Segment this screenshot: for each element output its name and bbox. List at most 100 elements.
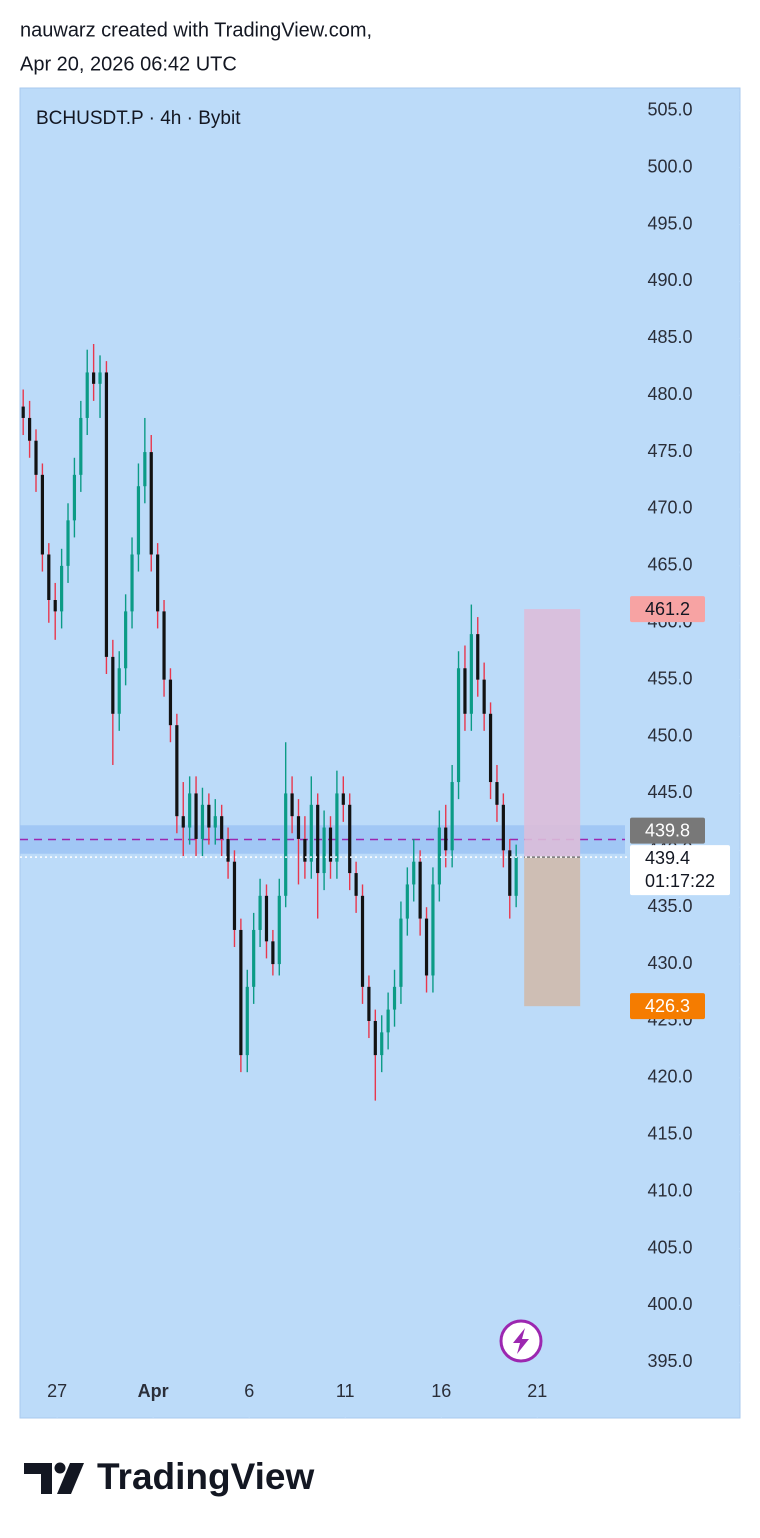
candle-body (156, 554, 160, 612)
x-tick-label: 6 (244, 1381, 254, 1401)
y-tick-label: 470.0 (647, 498, 692, 518)
overlay: 461.2 426.3 439.8 439.4 01:17:22 (20, 596, 730, 1020)
candle-body (194, 793, 198, 839)
plot-area: 505.0 500.0 495.0 490.0 485.0 480.0 475.0 470.0… (20, 100, 740, 1371)
zone-label: 439.8 (645, 820, 690, 840)
candle-body (316, 804, 320, 874)
target-label-bg (630, 993, 705, 1020)
candle-body (124, 611, 128, 669)
candle-body (28, 417, 32, 441)
candle-body (405, 884, 409, 919)
candle-body (418, 861, 422, 919)
x-tick-label: 27 (47, 1381, 67, 1401)
candle-body (508, 850, 512, 896)
candle-body (488, 713, 493, 783)
candle-body (149, 452, 153, 555)
y-tick-label: 435.0 (647, 896, 692, 916)
candle-body (143, 452, 147, 487)
candle-body (117, 668, 121, 714)
y-tick-label: 500.0 (647, 156, 692, 176)
y-tick-label: 485.0 (647, 327, 692, 347)
candle-body (92, 372, 96, 384)
candle-body (98, 372, 102, 384)
candle-body (188, 793, 192, 828)
y-tick-label: 415.0 (647, 1124, 692, 1144)
x-tick-label: 21 (527, 1381, 547, 1401)
zone-label-bg (630, 817, 705, 844)
candle-body (514, 857, 518, 896)
candle-body (335, 793, 339, 862)
candle-body (104, 372, 109, 657)
candle-body (360, 895, 365, 987)
stop-label-bg (630, 596, 705, 623)
y-tick-label: 475.0 (647, 441, 692, 461)
x-tick-label: Apr (138, 1381, 169, 1401)
candle-body (258, 895, 262, 930)
tradingview-logo: TradingView (24, 1456, 314, 1497)
candle-body (239, 929, 243, 1056)
candle-body (136, 486, 141, 555)
candle-body (341, 793, 345, 805)
candle-body (501, 804, 505, 851)
y-tick-label: 490.0 (647, 270, 692, 290)
y-tick-label: 450.0 (647, 725, 692, 745)
candle-body (482, 679, 486, 714)
candle-body (392, 986, 397, 1010)
candle-body (111, 656, 115, 714)
candle-body (53, 600, 57, 612)
candle-body (226, 838, 230, 862)
y-tick-label: 395.0 (647, 1351, 692, 1371)
candle-body (72, 474, 77, 521)
candle-body (354, 873, 358, 896)
y-tick-label: 420.0 (647, 1067, 692, 1087)
candle-body (456, 668, 461, 783)
author-line: nauwarz created with TradingView.com, (20, 19, 372, 41)
candle-body (380, 1032, 384, 1056)
lightning-icon[interactable] (499, 1319, 543, 1363)
candle-body (386, 1009, 390, 1033)
y-tick-label: 405.0 (647, 1237, 692, 1257)
y-tick-label: 455.0 (647, 668, 692, 688)
candle-body (40, 474, 45, 555)
stop-area (524, 609, 581, 858)
candle-body (181, 816, 185, 828)
candle-body (47, 554, 51, 600)
candle-body (60, 565, 64, 612)
y-tick-label: 465.0 (647, 555, 692, 575)
candle-body (220, 816, 224, 839)
candle-body (424, 918, 429, 976)
y-tick-label: 480.0 (647, 384, 692, 404)
candle-body (450, 782, 454, 851)
candle-body (162, 611, 166, 680)
y-tick-label: 400.0 (647, 1294, 692, 1314)
candle-body (303, 838, 307, 862)
candle-body (444, 827, 448, 851)
countdown-label: 01:17:22 (645, 871, 715, 891)
candle-body (207, 804, 211, 828)
candle-body (79, 417, 83, 475)
candle-body (271, 941, 275, 965)
candle-body (437, 827, 441, 885)
x-tick-label: 16 (431, 1381, 451, 1401)
symbol-title: BCHUSDT.P · 4h · Bybit (36, 108, 241, 129)
candle-body (469, 634, 473, 714)
last-price-label: 439.4 (645, 848, 690, 868)
date-line: Apr 20, 2026 06:42 UTC (20, 53, 237, 75)
candle-body (284, 793, 288, 896)
candle-body (373, 1020, 377, 1056)
y-tick-label: 410.0 (647, 1180, 692, 1200)
x-tick-label: 11 (336, 1381, 355, 1401)
candle-body (399, 918, 403, 987)
candle-body (463, 668, 467, 714)
candle-body (367, 986, 371, 1021)
candle-body (200, 804, 205, 839)
candle-body (431, 884, 435, 976)
candle-body (328, 827, 333, 862)
y-tick-label: 495.0 (647, 213, 692, 233)
candle-body (213, 816, 217, 828)
candle-body (412, 861, 416, 885)
y-tick-label: 445.0 (647, 782, 692, 802)
candle-body (66, 520, 70, 566)
candle-body (85, 372, 89, 418)
